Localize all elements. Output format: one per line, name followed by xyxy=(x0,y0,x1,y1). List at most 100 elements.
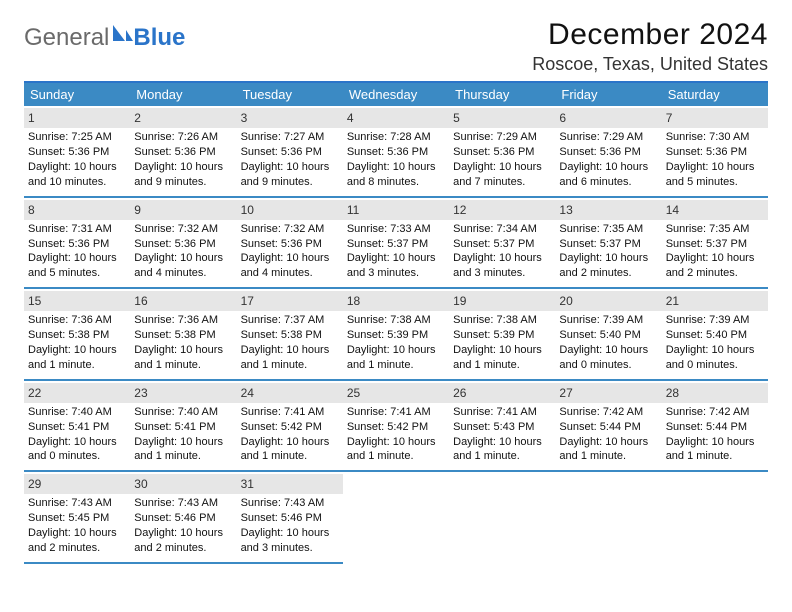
day-number: 3 xyxy=(237,108,343,128)
calendar-day: 4Sunrise: 7:28 AMSunset: 5:36 PMDaylight… xyxy=(343,106,449,198)
day-number: 22 xyxy=(24,383,130,403)
calendar-day: 15Sunrise: 7:36 AMSunset: 5:38 PMDayligh… xyxy=(24,289,130,381)
sail-icon xyxy=(111,22,133,50)
day-details: Sunrise: 7:43 AMSunset: 5:46 PMDaylight:… xyxy=(134,496,232,555)
day-number: 9 xyxy=(130,200,236,220)
weekday-header-row: SundayMondayTuesdayWednesdayThursdayFrid… xyxy=(24,81,768,106)
calendar-day: 14Sunrise: 7:35 AMSunset: 5:37 PMDayligh… xyxy=(662,198,768,290)
day-details: Sunrise: 7:25 AMSunset: 5:36 PMDaylight:… xyxy=(28,130,126,189)
day-number: 26 xyxy=(449,383,555,403)
day-details: Sunrise: 7:27 AMSunset: 5:36 PMDaylight:… xyxy=(241,130,339,189)
day-number: 28 xyxy=(662,383,768,403)
day-details: Sunrise: 7:43 AMSunset: 5:46 PMDaylight:… xyxy=(241,496,339,555)
calendar-day: 7Sunrise: 7:30 AMSunset: 5:36 PMDaylight… xyxy=(662,106,768,198)
day-number: 12 xyxy=(449,200,555,220)
day-details: Sunrise: 7:41 AMSunset: 5:43 PMDaylight:… xyxy=(453,405,551,464)
calendar-day: 9Sunrise: 7:32 AMSunset: 5:36 PMDaylight… xyxy=(130,198,236,290)
day-details: Sunrise: 7:42 AMSunset: 5:44 PMDaylight:… xyxy=(559,405,657,464)
day-number: 6 xyxy=(555,108,661,128)
day-details: Sunrise: 7:32 AMSunset: 5:36 PMDaylight:… xyxy=(241,222,339,281)
calendar-week: 8Sunrise: 7:31 AMSunset: 5:36 PMDaylight… xyxy=(24,198,768,290)
calendar-day: 5Sunrise: 7:29 AMSunset: 5:36 PMDaylight… xyxy=(449,106,555,198)
brand-part1: General xyxy=(24,24,109,52)
day-details: Sunrise: 7:35 AMSunset: 5:37 PMDaylight:… xyxy=(666,222,764,281)
brand-logo: General Blue xyxy=(24,18,185,52)
day-number: 1 xyxy=(24,108,130,128)
calendar-day: 29Sunrise: 7:43 AMSunset: 5:45 PMDayligh… xyxy=(24,472,130,564)
day-details: Sunrise: 7:38 AMSunset: 5:39 PMDaylight:… xyxy=(453,313,551,372)
day-details: Sunrise: 7:38 AMSunset: 5:39 PMDaylight:… xyxy=(347,313,445,372)
day-details: Sunrise: 7:33 AMSunset: 5:37 PMDaylight:… xyxy=(347,222,445,281)
day-details: Sunrise: 7:41 AMSunset: 5:42 PMDaylight:… xyxy=(241,405,339,464)
day-number: 30 xyxy=(130,474,236,494)
day-number: 20 xyxy=(555,291,661,311)
day-details: Sunrise: 7:29 AMSunset: 5:36 PMDaylight:… xyxy=(559,130,657,189)
day-number: 17 xyxy=(237,291,343,311)
day-number: 14 xyxy=(662,200,768,220)
calendar-day: 25Sunrise: 7:41 AMSunset: 5:42 PMDayligh… xyxy=(343,381,449,473)
day-details: Sunrise: 7:29 AMSunset: 5:36 PMDaylight:… xyxy=(453,130,551,189)
calendar-grid: SundayMondayTuesdayWednesdayThursdayFrid… xyxy=(24,81,768,564)
day-number: 21 xyxy=(662,291,768,311)
calendar-day: 18Sunrise: 7:38 AMSunset: 5:39 PMDayligh… xyxy=(343,289,449,381)
calendar-week: 1Sunrise: 7:25 AMSunset: 5:36 PMDaylight… xyxy=(24,106,768,198)
day-details: Sunrise: 7:35 AMSunset: 5:37 PMDaylight:… xyxy=(559,222,657,281)
calendar-day-empty xyxy=(449,472,555,564)
calendar-day: 19Sunrise: 7:38 AMSunset: 5:39 PMDayligh… xyxy=(449,289,555,381)
day-number: 8 xyxy=(24,200,130,220)
day-details: Sunrise: 7:39 AMSunset: 5:40 PMDaylight:… xyxy=(559,313,657,372)
calendar-day: 16Sunrise: 7:36 AMSunset: 5:38 PMDayligh… xyxy=(130,289,236,381)
calendar-day: 3Sunrise: 7:27 AMSunset: 5:36 PMDaylight… xyxy=(237,106,343,198)
day-number: 2 xyxy=(130,108,236,128)
calendar-day: 11Sunrise: 7:33 AMSunset: 5:37 PMDayligh… xyxy=(343,198,449,290)
calendar-day: 22Sunrise: 7:40 AMSunset: 5:41 PMDayligh… xyxy=(24,381,130,473)
calendar-day: 31Sunrise: 7:43 AMSunset: 5:46 PMDayligh… xyxy=(237,472,343,564)
weekday-header: Monday xyxy=(130,81,236,106)
day-details: Sunrise: 7:36 AMSunset: 5:38 PMDaylight:… xyxy=(134,313,232,372)
calendar-week: 29Sunrise: 7:43 AMSunset: 5:45 PMDayligh… xyxy=(24,472,768,564)
day-number: 4 xyxy=(343,108,449,128)
day-number: 15 xyxy=(24,291,130,311)
calendar-day: 28Sunrise: 7:42 AMSunset: 5:44 PMDayligh… xyxy=(662,381,768,473)
calendar-day: 26Sunrise: 7:41 AMSunset: 5:43 PMDayligh… xyxy=(449,381,555,473)
calendar-day: 12Sunrise: 7:34 AMSunset: 5:37 PMDayligh… xyxy=(449,198,555,290)
day-number: 10 xyxy=(237,200,343,220)
day-details: Sunrise: 7:34 AMSunset: 5:37 PMDaylight:… xyxy=(453,222,551,281)
day-number: 11 xyxy=(343,200,449,220)
calendar-day: 20Sunrise: 7:39 AMSunset: 5:40 PMDayligh… xyxy=(555,289,661,381)
day-number: 23 xyxy=(130,383,236,403)
weekday-header: Friday xyxy=(555,81,661,106)
weekday-header: Tuesday xyxy=(237,81,343,106)
page-title: December 2024 xyxy=(532,18,768,52)
day-details: Sunrise: 7:40 AMSunset: 5:41 PMDaylight:… xyxy=(134,405,232,464)
day-number: 19 xyxy=(449,291,555,311)
day-number: 16 xyxy=(130,291,236,311)
day-number: 31 xyxy=(237,474,343,494)
day-number: 13 xyxy=(555,200,661,220)
day-number: 18 xyxy=(343,291,449,311)
day-details: Sunrise: 7:28 AMSunset: 5:36 PMDaylight:… xyxy=(347,130,445,189)
calendar-day: 8Sunrise: 7:31 AMSunset: 5:36 PMDaylight… xyxy=(24,198,130,290)
calendar-day: 10Sunrise: 7:32 AMSunset: 5:36 PMDayligh… xyxy=(237,198,343,290)
day-details: Sunrise: 7:42 AMSunset: 5:44 PMDaylight:… xyxy=(666,405,764,464)
day-details: Sunrise: 7:26 AMSunset: 5:36 PMDaylight:… xyxy=(134,130,232,189)
calendar-week: 15Sunrise: 7:36 AMSunset: 5:38 PMDayligh… xyxy=(24,289,768,381)
day-number: 29 xyxy=(24,474,130,494)
brand-part2: Blue xyxy=(133,24,185,52)
calendar-week: 22Sunrise: 7:40 AMSunset: 5:41 PMDayligh… xyxy=(24,381,768,473)
calendar-day: 13Sunrise: 7:35 AMSunset: 5:37 PMDayligh… xyxy=(555,198,661,290)
weekday-header: Sunday xyxy=(24,81,130,106)
day-number: 24 xyxy=(237,383,343,403)
calendar-day-empty xyxy=(343,472,449,564)
day-number: 7 xyxy=(662,108,768,128)
calendar-day: 1Sunrise: 7:25 AMSunset: 5:36 PMDaylight… xyxy=(24,106,130,198)
calendar-day-empty xyxy=(662,472,768,564)
calendar-day-empty xyxy=(555,472,661,564)
calendar-day: 23Sunrise: 7:40 AMSunset: 5:41 PMDayligh… xyxy=(130,381,236,473)
calendar-day: 27Sunrise: 7:42 AMSunset: 5:44 PMDayligh… xyxy=(555,381,661,473)
day-details: Sunrise: 7:31 AMSunset: 5:36 PMDaylight:… xyxy=(28,222,126,281)
weekday-header: Wednesday xyxy=(343,81,449,106)
day-details: Sunrise: 7:37 AMSunset: 5:38 PMDaylight:… xyxy=(241,313,339,372)
calendar-day: 30Sunrise: 7:43 AMSunset: 5:46 PMDayligh… xyxy=(130,472,236,564)
calendar-day: 6Sunrise: 7:29 AMSunset: 5:36 PMDaylight… xyxy=(555,106,661,198)
